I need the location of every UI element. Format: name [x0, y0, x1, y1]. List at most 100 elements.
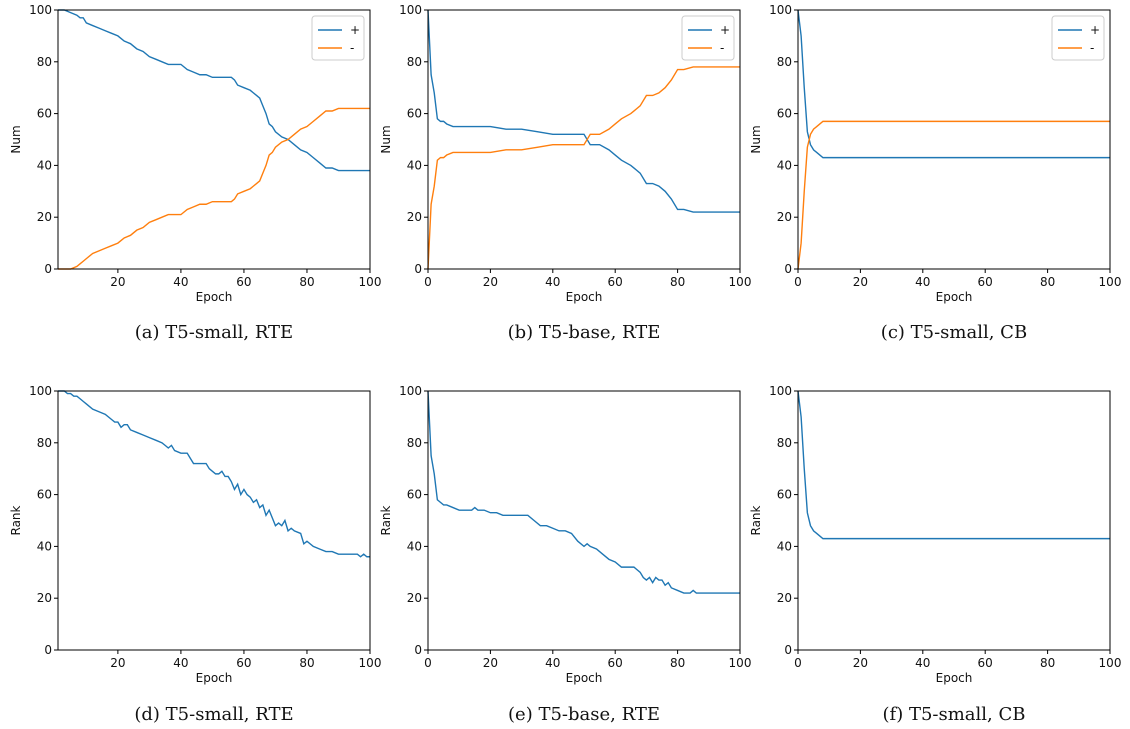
x-tick-label: 20 — [110, 275, 125, 289]
y-tick-label: 40 — [37, 539, 52, 553]
x-axis-label: Epoch — [566, 671, 603, 685]
x-tick-label: 80 — [670, 656, 685, 670]
y-tick-label: 100 — [769, 3, 792, 17]
y-tick-label: 40 — [777, 539, 792, 553]
y-tick-label: 80 — [37, 55, 52, 69]
legend-label: + — [720, 23, 730, 37]
x-tick-label: 100 — [729, 656, 752, 670]
series-line-plus — [58, 9, 370, 172]
chart-svg: 0 20 40 60 80 100 0 20 40 60 80 100 Epoch Rank — [749, 384, 1122, 685]
x-tick-label: 0 — [424, 275, 432, 289]
x-tick-label: 100 — [359, 656, 382, 670]
x-tick-label: 80 — [670, 275, 685, 289]
legend-box — [681, 15, 735, 61]
series-line-minus — [427, 66, 740, 270]
x-axis-label: Epoch — [936, 290, 973, 304]
x-axis-label: Epoch — [196, 290, 233, 304]
y-tick-label: 40 — [407, 158, 422, 172]
y-tick-label: 40 — [777, 158, 792, 172]
x-tick-label: 20 — [853, 656, 868, 670]
chart-svg: 0 20 40 60 80 100 0 20 40 60 80 100 Epoch Num + - — [379, 3, 752, 304]
caption-d: (d) T5-small, RTE — [134, 704, 294, 725]
caption-e: (e) T5-base, RTE — [508, 704, 660, 725]
legend-label: - — [350, 41, 354, 55]
plot-frame — [57, 9, 371, 270]
y-tick-label: 60 — [777, 107, 792, 121]
chart-panel-d: 20 40 60 80 100 0 20 40 60 80 100 Epoch Rank — [0, 380, 381, 690]
x-tick-label: 60 — [978, 656, 993, 670]
x-tick-label: 20 — [853, 275, 868, 289]
y-axis-label: Rank — [749, 505, 763, 535]
y-axis-label: Num — [749, 125, 763, 153]
chart-svg: 20 40 60 80 100 0 20 40 60 80 100 Epoch Num + - — [9, 3, 382, 304]
chart-svg: 20 40 60 80 100 0 20 40 60 80 100 Epoch Rank — [9, 384, 382, 685]
chart-panel-f: 0 20 40 60 80 100 0 20 40 60 80 100 Epoch Rank — [740, 380, 1130, 690]
y-tick-label: 40 — [37, 158, 52, 172]
x-tick-label: 0 — [424, 656, 432, 670]
series-line-minus — [58, 107, 370, 270]
chart-panel-a: 20 40 60 80 100 0 20 40 60 80 100 Epoch Num + - — [0, 0, 381, 310]
chart-panel-c: 0 20 40 60 80 100 0 20 40 60 80 100 Epoch Num + - — [740, 0, 1130, 310]
x-tick-label: 100 — [729, 275, 752, 289]
plot-frame — [427, 9, 741, 270]
y-tick-label: 20 — [37, 210, 52, 224]
series-line-rank — [797, 390, 1110, 540]
legend-box — [311, 15, 365, 61]
x-tick-label: 80 — [299, 275, 314, 289]
y-tick-label: 80 — [777, 436, 792, 450]
y-tick-label: 20 — [407, 591, 422, 605]
x-tick-label: 40 — [915, 656, 930, 670]
x-tick-label: 80 — [299, 656, 314, 670]
legend-label: - — [720, 41, 724, 55]
y-tick-label: 80 — [407, 55, 422, 69]
series-line-plus — [797, 9, 1110, 159]
caption-b: (b) T5-base, RTE — [507, 322, 661, 343]
y-tick-label: 60 — [407, 107, 422, 121]
y-tick-label: 0 — [44, 262, 52, 276]
caption-a: (a) T5-small, RTE — [134, 322, 294, 343]
x-axis-label: Epoch — [936, 671, 973, 685]
series-line-rank — [58, 390, 370, 558]
x-tick-label: 100 — [1099, 656, 1122, 670]
x-tick-label: 60 — [608, 656, 623, 670]
x-tick-label: 40 — [915, 275, 930, 289]
y-axis-label: Rank — [9, 505, 23, 535]
y-tick-label: 80 — [407, 436, 422, 450]
y-tick-label: 20 — [777, 210, 792, 224]
x-tick-label: 20 — [110, 656, 125, 670]
y-tick-label: 100 — [399, 384, 422, 398]
x-tick-label: 80 — [1040, 275, 1055, 289]
legend-label: - — [1090, 41, 1094, 55]
x-tick-label: 40 — [173, 656, 188, 670]
y-tick-label: 80 — [37, 436, 52, 450]
y-tick-label: 100 — [399, 3, 422, 17]
y-tick-label: 0 — [784, 643, 792, 657]
y-tick-label: 60 — [777, 488, 792, 502]
x-tick-label: 60 — [236, 275, 251, 289]
series-line-minus — [797, 120, 1110, 270]
y-tick-label: 60 — [37, 488, 52, 502]
series-line-plus — [427, 9, 740, 213]
y-tick-label: 100 — [29, 384, 52, 398]
y-tick-label: 60 — [407, 488, 422, 502]
y-tick-label: 0 — [44, 643, 52, 657]
y-axis-label: Num — [9, 125, 23, 153]
chart-svg: 0 20 40 60 80 100 0 20 40 60 80 100 Epoch Num + - — [749, 3, 1121, 304]
x-axis-label: Epoch — [196, 671, 233, 685]
legend-label: + — [1090, 23, 1100, 37]
x-axis-label: Epoch — [566, 290, 603, 304]
y-tick-label: 100 — [769, 384, 792, 398]
y-tick-label: 100 — [29, 3, 52, 17]
y-tick-label: 60 — [37, 107, 52, 121]
y-tick-label: 20 — [37, 591, 52, 605]
y-tick-label: 40 — [407, 539, 422, 553]
x-tick-label: 100 — [359, 275, 382, 289]
x-tick-label: 0 — [794, 656, 802, 670]
plot-frame — [797, 390, 1111, 651]
x-tick-label: 40 — [173, 275, 188, 289]
y-axis-label: Rank — [379, 505, 393, 535]
y-axis-label: Num — [379, 125, 393, 153]
plot-frame — [427, 390, 741, 651]
chart-svg: 0 20 40 60 80 100 0 20 40 60 80 100 Epoch Rank — [379, 384, 752, 685]
x-tick-label: 60 — [978, 275, 993, 289]
